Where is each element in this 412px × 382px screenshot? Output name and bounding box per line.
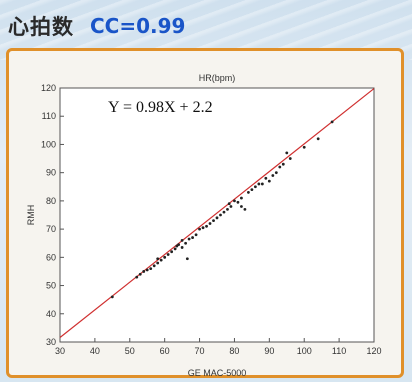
page-title: 心拍数 bbox=[8, 15, 74, 39]
data-point bbox=[159, 258, 163, 262]
y-axis-label: RMH bbox=[26, 205, 36, 226]
x-tick-label: 60 bbox=[160, 346, 170, 356]
y-tick-label: 110 bbox=[42, 111, 56, 121]
x-axis-label: GE MAC-5000 bbox=[188, 368, 247, 378]
data-point bbox=[222, 210, 226, 214]
data-point bbox=[240, 205, 243, 208]
data-point bbox=[281, 162, 285, 166]
x-tick-label: 110 bbox=[332, 346, 346, 356]
data-point bbox=[145, 268, 149, 272]
data-point bbox=[198, 227, 201, 231]
data-point bbox=[180, 246, 184, 249]
y-tick-label: 30 bbox=[46, 337, 56, 347]
data-point bbox=[229, 205, 233, 208]
data-point bbox=[278, 165, 282, 169]
header: 心拍数 CC=0.99 bbox=[8, 6, 185, 46]
regression-equation: Y = 0.98X + 2.2 bbox=[108, 99, 213, 116]
y-tick-label: 50 bbox=[46, 281, 56, 291]
x-tick-label: 90 bbox=[264, 346, 274, 356]
x-tick-label: 80 bbox=[229, 346, 239, 356]
x-tick-label: 40 bbox=[90, 346, 100, 356]
data-point bbox=[187, 237, 191, 241]
data-points bbox=[110, 120, 334, 299]
y-tick-label: 120 bbox=[41, 83, 56, 93]
data-point bbox=[208, 222, 212, 225]
data-point bbox=[163, 255, 167, 259]
data-point bbox=[316, 137, 320, 141]
data-point bbox=[149, 267, 153, 271]
data-point bbox=[271, 174, 275, 177]
data-point bbox=[274, 171, 278, 175]
x-tick-label: 30 bbox=[55, 346, 65, 356]
data-point bbox=[260, 182, 264, 186]
data-point bbox=[156, 261, 160, 265]
data-point bbox=[215, 216, 219, 220]
data-point bbox=[205, 224, 208, 228]
data-point bbox=[110, 295, 114, 299]
data-point bbox=[201, 226, 205, 230]
data-point bbox=[233, 199, 236, 203]
data-point bbox=[173, 247, 177, 251]
axis-ticks: 30 40 50 60 70 80 90 100 110 120 30 40 50 60 70 80 90 100… bbox=[41, 83, 382, 356]
y-tick-label: 40 bbox=[46, 309, 56, 319]
data-point bbox=[180, 239, 184, 242]
data-point bbox=[191, 236, 194, 239]
data-point bbox=[226, 207, 229, 211]
y-tick-label: 80 bbox=[46, 196, 56, 206]
data-point bbox=[227, 202, 231, 206]
data-point bbox=[135, 275, 139, 279]
data-point bbox=[264, 176, 268, 180]
correlation-coefficient: CC=0.99 bbox=[90, 14, 186, 38]
data-point bbox=[240, 196, 243, 200]
data-point bbox=[212, 219, 215, 223]
data-point bbox=[247, 191, 250, 194]
data-point bbox=[253, 185, 257, 189]
data-point bbox=[170, 250, 174, 254]
data-point bbox=[138, 272, 142, 276]
data-point bbox=[177, 243, 181, 247]
data-point bbox=[194, 233, 198, 237]
y-tick-label: 60 bbox=[46, 252, 56, 262]
x-tick-label: 100 bbox=[297, 346, 312, 356]
data-point bbox=[236, 200, 240, 204]
data-point bbox=[142, 270, 146, 273]
data-point bbox=[219, 213, 222, 217]
y-tick-label: 70 bbox=[46, 224, 56, 234]
y-tick-label: 100 bbox=[41, 139, 56, 149]
data-point bbox=[152, 264, 156, 268]
data-point bbox=[184, 241, 188, 245]
data-point bbox=[185, 257, 189, 261]
x-tick-label: 120 bbox=[366, 346, 381, 356]
data-point bbox=[267, 179, 271, 183]
data-point bbox=[288, 157, 292, 160]
data-point bbox=[257, 182, 261, 186]
data-point bbox=[330, 120, 334, 124]
data-point bbox=[156, 257, 160, 261]
data-point bbox=[302, 145, 306, 149]
data-point bbox=[285, 151, 289, 155]
x-tick-label: 70 bbox=[195, 346, 205, 356]
data-point bbox=[250, 188, 254, 192]
data-point bbox=[166, 253, 170, 256]
y-tick-label: 90 bbox=[46, 168, 56, 178]
data-point bbox=[243, 207, 247, 211]
chart-title: HR(bpm) bbox=[199, 73, 236, 83]
x-tick-label: 50 bbox=[125, 346, 135, 356]
